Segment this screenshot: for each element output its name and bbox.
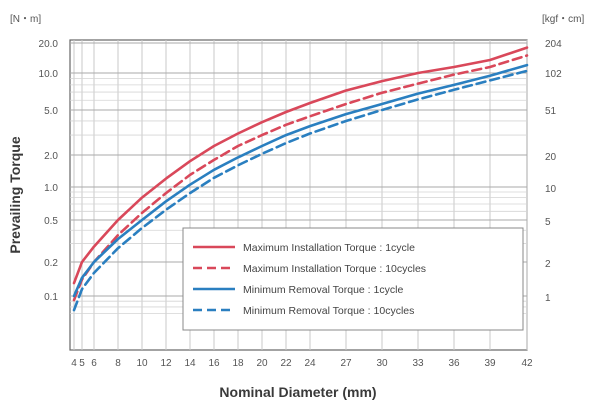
- y-tick-label-right: 204: [545, 39, 562, 50]
- x-tick-label: 18: [232, 358, 244, 369]
- y-tick-label-left: 0.5: [44, 216, 58, 227]
- x-tick-label: 36: [448, 358, 460, 369]
- y-tick-label-left: 1.0: [44, 183, 58, 194]
- y-tick-label-right: 2: [545, 259, 551, 270]
- x-tick-label: 24: [304, 358, 316, 369]
- y-unit-right: [kgf・cm]: [542, 14, 584, 25]
- y-tick-label-left: 5.0: [44, 106, 58, 117]
- legend-label: Minimum Removal Torque : 1cycle: [243, 284, 403, 296]
- x-axis-label: Nominal Diameter (mm): [219, 384, 376, 400]
- x-tick-label: 10: [136, 358, 148, 369]
- legend-box: [182, 227, 524, 331]
- y-tick-label-left: 20.0: [39, 39, 59, 50]
- legend-label: Minimum Removal Torque : 10cycles: [243, 305, 414, 317]
- x-tick-label: 27: [340, 358, 352, 369]
- x-tick-label: 4: [71, 358, 77, 369]
- x-tick-label: 8: [115, 358, 121, 369]
- y-tick-label-left: 10.0: [39, 69, 59, 80]
- series-line-1: [72, 46, 529, 285]
- y-tick-label-right: 1: [545, 293, 551, 304]
- y-tick-label-left: 0.2: [44, 258, 58, 269]
- y-tick-label-right: 10: [545, 184, 557, 195]
- legend-label: Maximum Installation Torque : 1cycle: [243, 242, 415, 254]
- x-tick-label: 22: [280, 358, 292, 369]
- y-tick-label-right: 102: [545, 69, 562, 80]
- tick-labels: 4 5 6 8 10 12 14 16 18 20 22 24 27 30 33 36 39 420.10.20.…: [39, 39, 563, 369]
- x-tick-label: 39: [484, 358, 496, 369]
- series-line-2: [72, 54, 529, 302]
- y-tick-label-left: 2.0: [44, 151, 58, 162]
- legend-label: Maximum Installation Torque : 10cycles: [243, 263, 426, 275]
- x-tick-label: 14: [184, 358, 196, 369]
- x-tick-label: 16: [208, 358, 220, 369]
- y-unit-left: [N・m]: [10, 14, 41, 25]
- series-line-4: [72, 69, 529, 312]
- y-tick-label-left: 0.1: [44, 292, 58, 303]
- series-layer: [72, 46, 529, 312]
- y-axis-label: Prevailing Torque: [7, 136, 23, 253]
- x-tick-label: 5: [79, 358, 85, 369]
- x-tick-label: 6: [91, 358, 97, 369]
- x-tick-label: 12: [160, 358, 172, 369]
- y-tick-label-right: 5: [545, 217, 551, 228]
- x-tick-label: 30: [376, 358, 388, 369]
- y-tick-label-right: 20: [545, 152, 557, 163]
- series-line-3: [72, 63, 529, 298]
- x-tick-label: 33: [412, 358, 424, 369]
- x-tick-label: 20: [256, 358, 268, 369]
- y-tick-label-right: 51: [545, 106, 557, 117]
- x-tick-label: 42: [521, 358, 533, 369]
- legend: Maximum Installation Torque : 1cycle Maxi…: [182, 227, 524, 331]
